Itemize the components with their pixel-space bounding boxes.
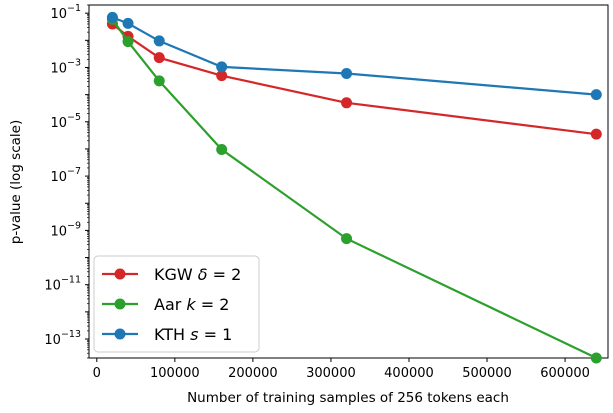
series-layer	[106, 11, 602, 364]
series-2	[106, 11, 602, 101]
data-point	[590, 352, 602, 364]
legend-label: KTH s = 1	[154, 325, 232, 344]
legend-swatch-marker	[114, 328, 126, 340]
series-line	[111, 23, 597, 136]
x-tick-label: 400000	[384, 366, 434, 381]
data-point	[216, 61, 228, 73]
data-point	[341, 97, 353, 109]
x-tick-label: 200000	[228, 366, 278, 381]
series-line	[112, 16, 597, 96]
y-tick-label: 10−13	[44, 329, 81, 348]
y-axis-ticks: 10−1 10−3 10−5 10−7 10−9 10−11 10−13	[44, 3, 89, 359]
data-point	[341, 233, 353, 245]
x-tick-label: 600000	[540, 366, 590, 381]
y-tick-label: 10−11	[44, 275, 81, 294]
legend-item: KGW δ = 2	[102, 265, 241, 284]
x-axis-label: Number of training samples of 256 tokens…	[187, 390, 509, 406]
x-tick-label: 500000	[462, 366, 512, 381]
y-tick-label: 10−7	[50, 166, 81, 185]
legend-label: Aar k = 2	[154, 295, 229, 314]
data-point	[590, 89, 602, 101]
legend-swatch-marker	[114, 268, 126, 280]
data-point	[216, 70, 228, 82]
legend-item: KTH s = 1	[102, 325, 232, 344]
data-point	[106, 11, 118, 23]
series-0	[106, 18, 602, 140]
y-axis-label: p-value (log scale)	[8, 120, 24, 244]
y-tick-label: 10−5	[50, 112, 81, 131]
data-point	[341, 68, 353, 80]
data-point	[153, 75, 165, 87]
legend-box	[93, 255, 260, 353]
x-tick-label: 300000	[306, 366, 356, 381]
legend-label: KGW δ = 2	[154, 265, 241, 284]
y-tick-label: 10−9	[50, 220, 81, 239]
data-point	[153, 35, 165, 47]
data-point	[122, 36, 134, 48]
plot-frame	[88, 4, 609, 359]
x-axis-ticks: 0 100000 200000 300000 400000 500000 600000	[93, 358, 590, 381]
legend-swatch-marker	[114, 298, 126, 310]
data-point	[216, 144, 228, 156]
data-point	[153, 52, 165, 64]
legend: KGW δ = 2 Aar k = 2 KTH s = 1	[93, 255, 260, 353]
x-tick-label: 100000	[150, 366, 200, 381]
data-point	[590, 128, 602, 140]
x-tick-label: 0	[93, 366, 101, 381]
legend-item: Aar k = 2	[102, 295, 229, 314]
data-point	[122, 17, 134, 29]
y-tick-label: 10−3	[50, 57, 81, 76]
y-tick-label: 10−1	[50, 3, 81, 22]
